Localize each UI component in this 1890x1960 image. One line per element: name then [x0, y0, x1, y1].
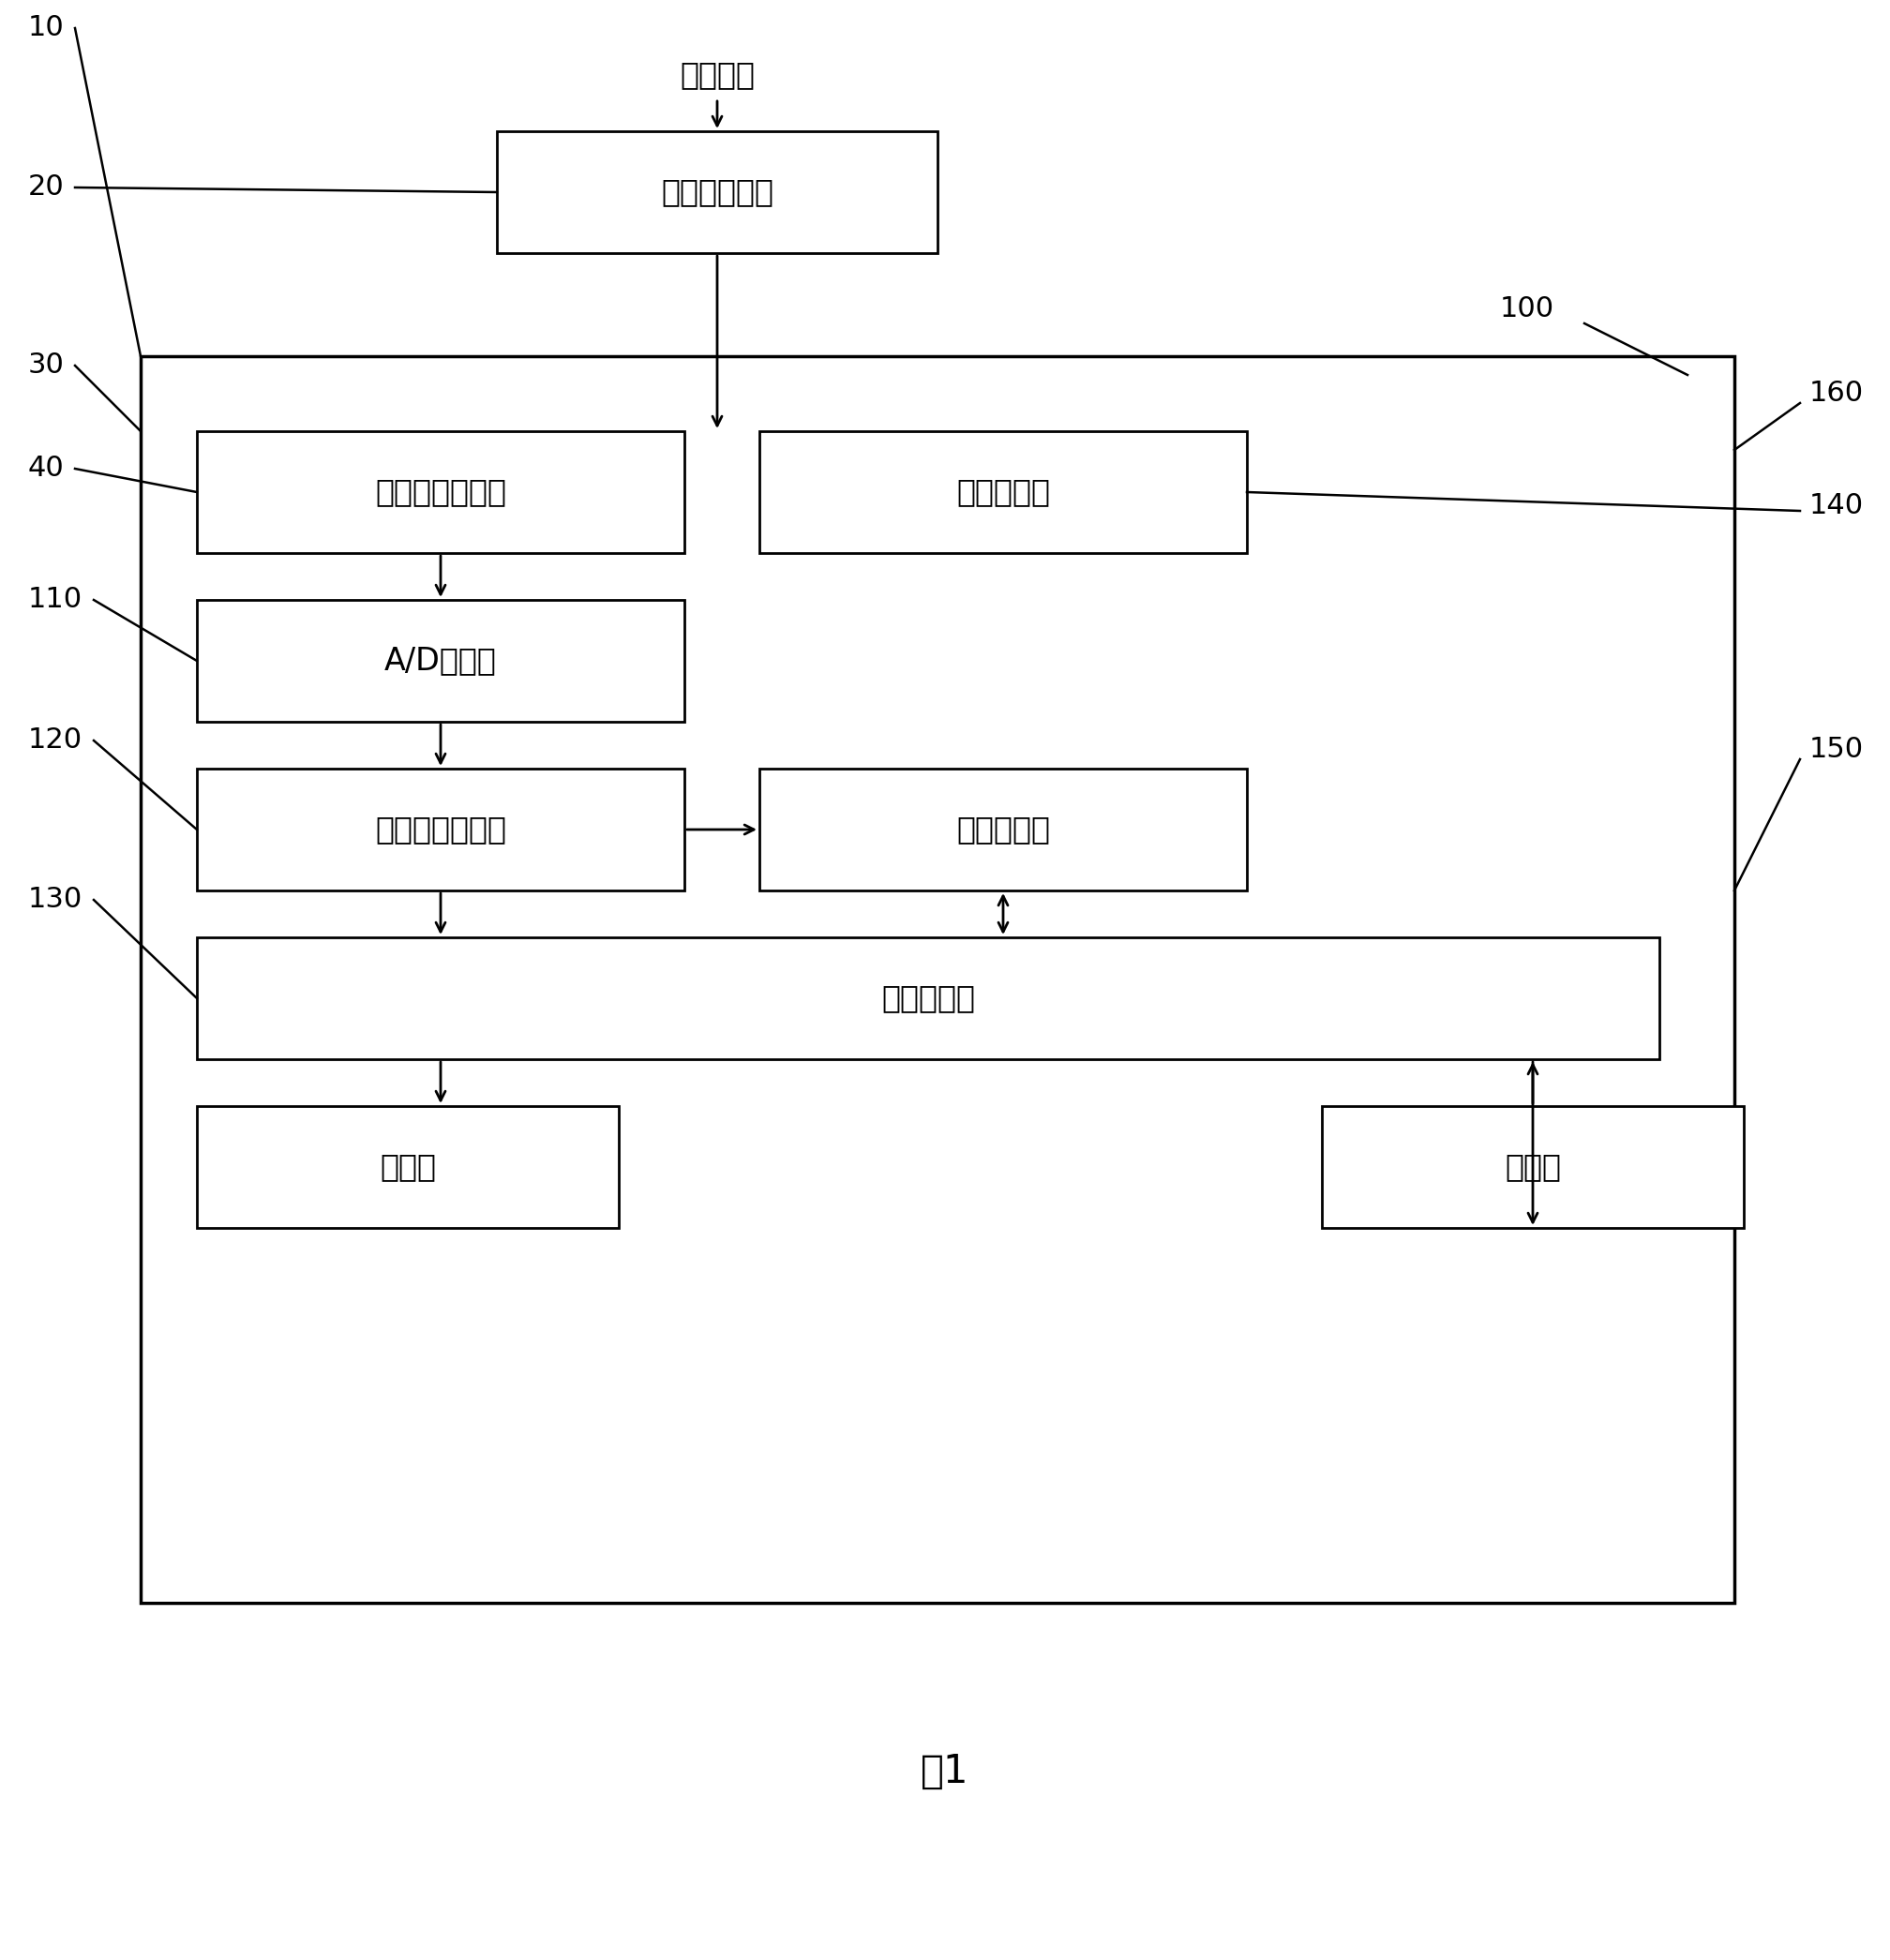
Text: 显示部: 显示部 — [380, 1152, 437, 1182]
Text: 40: 40 — [28, 455, 64, 482]
Bar — [497, 131, 937, 253]
Text: 图1: 图1 — [920, 1752, 970, 1791]
Text: 负荷电阻测量部: 负荷电阻测量部 — [374, 476, 507, 508]
Bar — [1321, 1105, 1744, 1227]
Bar — [197, 768, 684, 890]
Text: 数据存储部: 数据存储部 — [956, 813, 1051, 845]
Text: 130: 130 — [28, 886, 83, 913]
Text: 20: 20 — [28, 174, 64, 202]
Bar — [197, 431, 684, 553]
Text: 100: 100 — [1501, 296, 1554, 323]
Bar — [760, 431, 1247, 553]
Bar — [197, 937, 1659, 1058]
Bar — [197, 600, 684, 721]
Text: 10: 10 — [28, 14, 64, 41]
Bar — [197, 1105, 618, 1227]
Bar — [760, 768, 1247, 890]
Text: 140: 140 — [1809, 492, 1864, 519]
Text: 数据处理部: 数据处理部 — [881, 982, 975, 1013]
Text: 气体传感装置: 气体传感装置 — [661, 176, 773, 208]
Text: 30: 30 — [28, 353, 64, 378]
Text: A/D转换部: A/D转换部 — [384, 645, 497, 676]
Text: 操作部: 操作部 — [1504, 1152, 1561, 1182]
Text: 注入气体: 注入气体 — [680, 59, 754, 90]
Text: 110: 110 — [28, 586, 83, 613]
Text: 120: 120 — [28, 727, 83, 755]
Text: 电源供给部: 电源供给部 — [956, 476, 1051, 508]
Text: 150: 150 — [1809, 737, 1864, 764]
Bar — [140, 357, 1735, 1603]
Text: 测量数据收集部: 测量数据收集部 — [374, 813, 507, 845]
Text: 160: 160 — [1809, 380, 1864, 408]
